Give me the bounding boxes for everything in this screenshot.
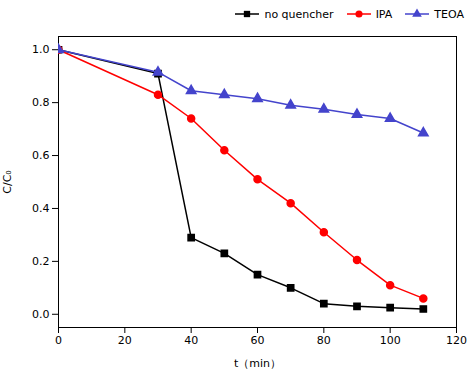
html-text:IPA: IPA xyxy=(375,7,393,21)
svg-text:100: 100 xyxy=(380,334,401,347)
svg-text:60: 60 xyxy=(251,334,265,347)
html-text:no quencher: no quencher xyxy=(264,7,334,21)
svg-text:0.2: 0.2 xyxy=(32,255,50,268)
html-text:TEOA: TEOA xyxy=(434,7,464,21)
svg-text:40: 40 xyxy=(184,334,198,347)
svg-text:0.6: 0.6 xyxy=(32,149,50,162)
svg-text:1.0: 1.0 xyxy=(32,43,50,56)
svg-text:20: 20 xyxy=(118,334,132,347)
svg-text:0: 0 xyxy=(55,334,62,347)
svg-text:C/C₀: C/C₀ xyxy=(1,170,14,194)
svg-text:0.0: 0.0 xyxy=(32,308,50,321)
svg-text:0.8: 0.8 xyxy=(32,96,50,109)
svg-text:120: 120 xyxy=(446,334,467,347)
svg-text:t（min）: t（min） xyxy=(234,357,281,370)
svg-text:0.4: 0.4 xyxy=(32,202,50,215)
svg-text:80: 80 xyxy=(317,334,331,347)
